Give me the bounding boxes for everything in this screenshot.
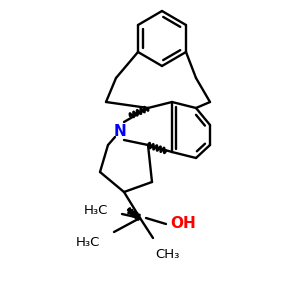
Text: CH₃: CH₃ <box>155 248 179 261</box>
Text: N: N <box>114 124 126 140</box>
Text: OH: OH <box>170 217 196 232</box>
Text: H₃C: H₃C <box>84 203 108 217</box>
Text: H₃C: H₃C <box>76 236 100 248</box>
